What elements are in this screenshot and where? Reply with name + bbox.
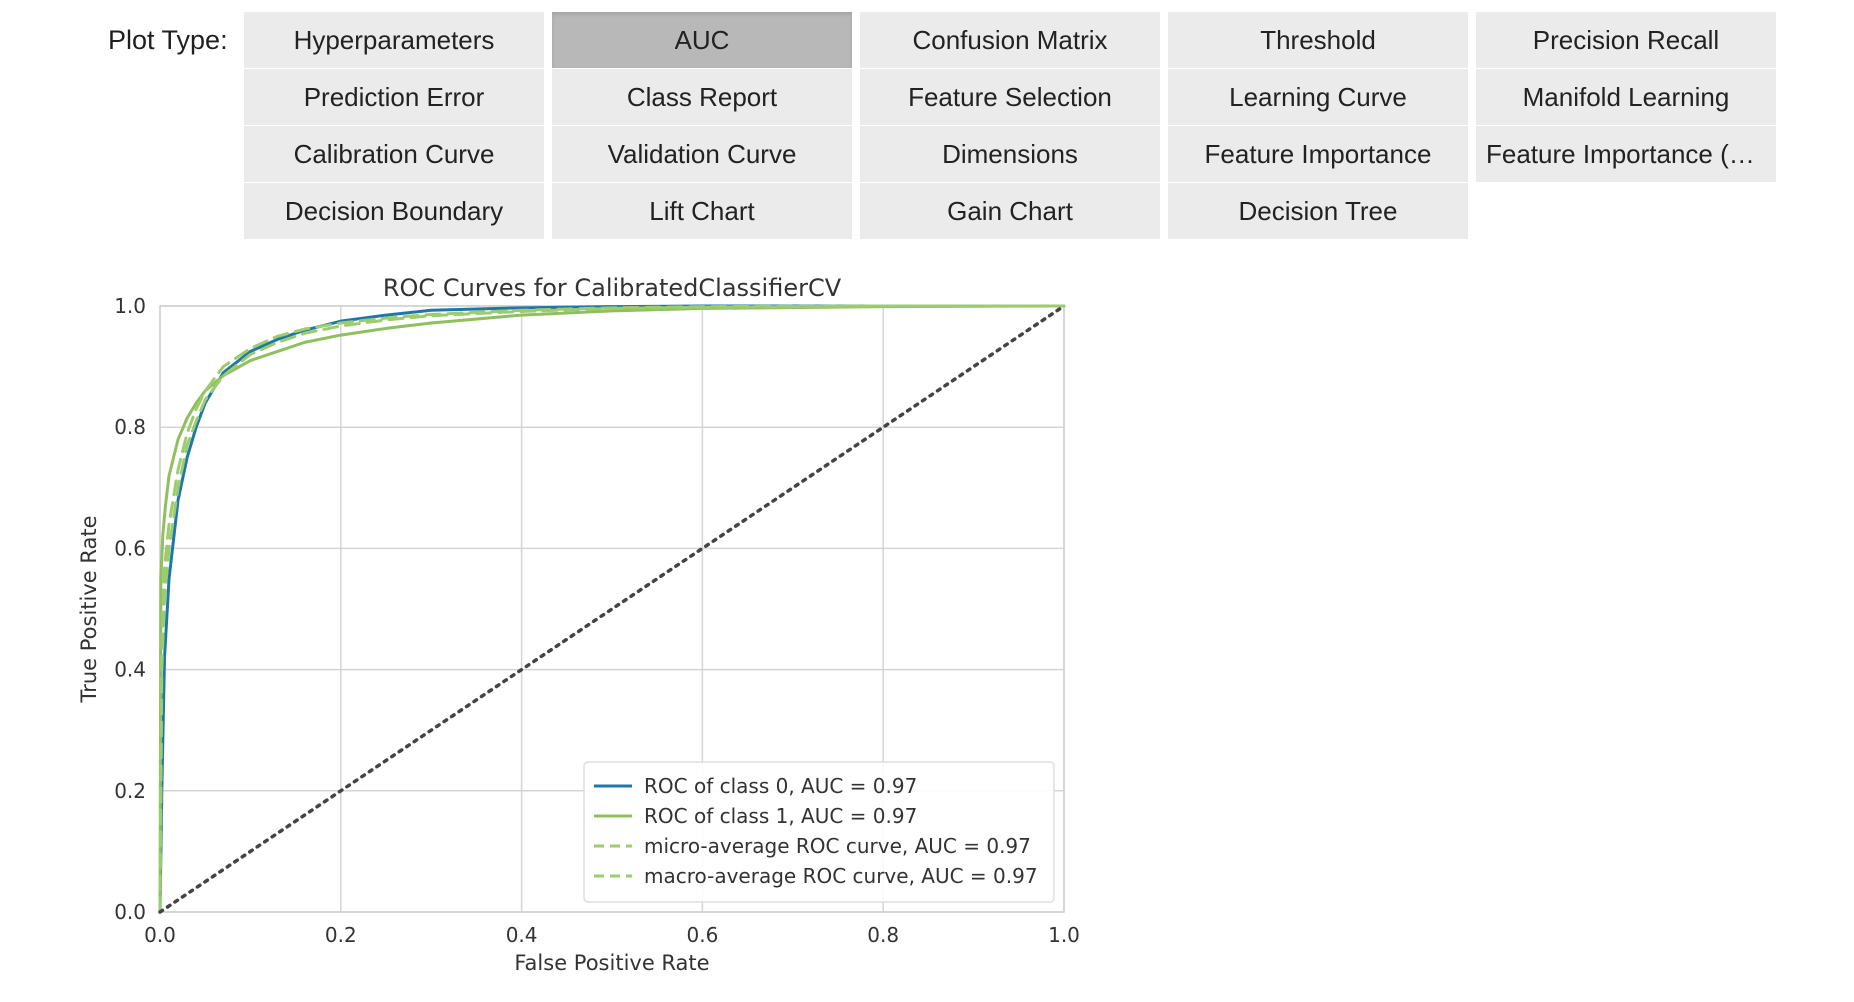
y-tick-label: 0.4 [114,658,146,682]
plot-type-button-confusion-matrix[interactable]: Confusion Matrix [860,12,1160,68]
plot-type-button-label: Gain Chart [947,195,1073,226]
plot-type-button-label: Class Report [626,81,778,112]
roc-series-line-3 [158,304,1066,914]
x-tick-label: 0.0 [144,923,176,947]
x-tick-label: 0.6 [686,923,718,947]
plot-type-button-decision-tree[interactable]: Decision Tree [1168,183,1468,239]
chance-diagonal-line [158,304,1066,914]
plot-type-button-manifold-learning[interactable]: Manifold Learning [1476,69,1776,125]
x-tick-label: 0.2 [325,923,357,947]
plot-type-button-gain-chart[interactable]: Gain Chart [860,183,1160,239]
x-tick-label: 1.0 [1048,923,1080,947]
plot-type-button-feature-importance[interactable]: Feature Importance [1168,126,1468,182]
plot-type-button-feature-importance-all[interactable]: Feature Importance (All) [1476,126,1776,182]
legend-entry-label: ROC of class 1, AUC = 0.97 [644,804,917,828]
plot-type-button-label: Precision Recall [1532,24,1720,55]
roc-chart: 0.0 0.2 0.4 0.6 0.8 1.0 0.0 0.2 0.4 0.6 0.8 1.0 ROC … [77,274,1080,975]
plot-type-button-label: Threshold [1260,24,1376,55]
chart-title: ROC Curves for CalibratedClassifierCV [383,274,842,302]
plot-type-button-label: Hyperparameters [293,24,495,55]
y-tick-label: 0.2 [114,779,146,803]
x-tick-label: 0.8 [867,923,899,947]
y-axis-label: True Positive Rate [77,515,101,703]
roc-series-line-1 [158,304,1066,914]
legend-entry-label: ROC of class 0, AUC = 0.97 [644,774,917,798]
x-tick-label: 0.4 [506,923,538,947]
plot-type-button-label: Lift Chart [649,195,755,226]
plot-type-button-label: Calibration Curve [293,138,495,169]
plot-type-button-label: Feature Importance [1204,138,1432,169]
plot-type-button-label: Feature Importance (All) [1486,138,1766,169]
y-tick-label: 0.6 [114,536,146,560]
plot-type-button-label: Learning Curve [1229,81,1407,112]
y-tick-label: 0.8 [114,415,146,439]
legend-box [583,761,1055,903]
plot-type-button-decision-boundary[interactable]: Decision Boundary [244,183,544,239]
plot-type-button-feature-selection[interactable]: Feature Selection [860,69,1160,125]
plot-type-button-validation-curve[interactable]: Validation Curve [552,126,852,182]
y-tick-label: 0.0 [114,900,146,924]
chart-legend: ROC of class 0, AUC = 0.97 ROC of class 1… [583,761,1055,903]
plot-type-button-label: Decision Boundary [284,195,504,226]
plot-type-button-precision-recall[interactable]: Precision Recall [1476,12,1776,68]
plot-type-button-auc[interactable]: AUC [552,12,852,68]
legend-entry-label: micro-average ROC curve, AUC = 0.97 [644,834,1031,858]
plot-type-label: Plot Type: [108,25,228,55]
plot-type-button-prediction-error[interactable]: Prediction Error [244,69,544,125]
roc-series-line-0 [158,304,1066,914]
plot-type-button-label: Decision Tree [1238,195,1398,226]
plot-type-button-lift-chart[interactable]: Lift Chart [552,183,852,239]
plot-type-button-label: Feature Selection [908,81,1112,112]
roc-series-line-2 [158,304,1066,914]
plot-type-toggle-group: Hyperparameters AUC Confusion Matrix Thresh… [244,12,1776,239]
plot-type-button-hyperparameters[interactable]: Hyperparameters [244,12,544,68]
plot-type-button-label: Confusion Matrix [912,24,1108,55]
plot-type-button-label: Prediction Error [303,81,485,112]
x-axis-label: False Positive Rate [514,951,709,975]
plot-type-button-class-report[interactable]: Class Report [552,69,852,125]
plot-type-button-learning-curve[interactable]: Learning Curve [1168,69,1468,125]
legend-entry-label: macro-average ROC curve, AUC = 0.97 [644,864,1038,888]
plot-type-button-label: Validation Curve [607,138,797,169]
y-tick-label: 1.0 [114,294,146,318]
plot-type-button-calibration-curve[interactable]: Calibration Curve [244,126,544,182]
plot-type-button-label: AUC [674,24,730,55]
plot-type-button-label: Dimensions [942,138,1078,169]
plot-type-button-label: Manifold Learning [1522,81,1730,112]
plot-type-button-threshold[interactable]: Threshold [1168,12,1468,68]
plot-type-button-dimensions[interactable]: Dimensions [860,126,1160,182]
